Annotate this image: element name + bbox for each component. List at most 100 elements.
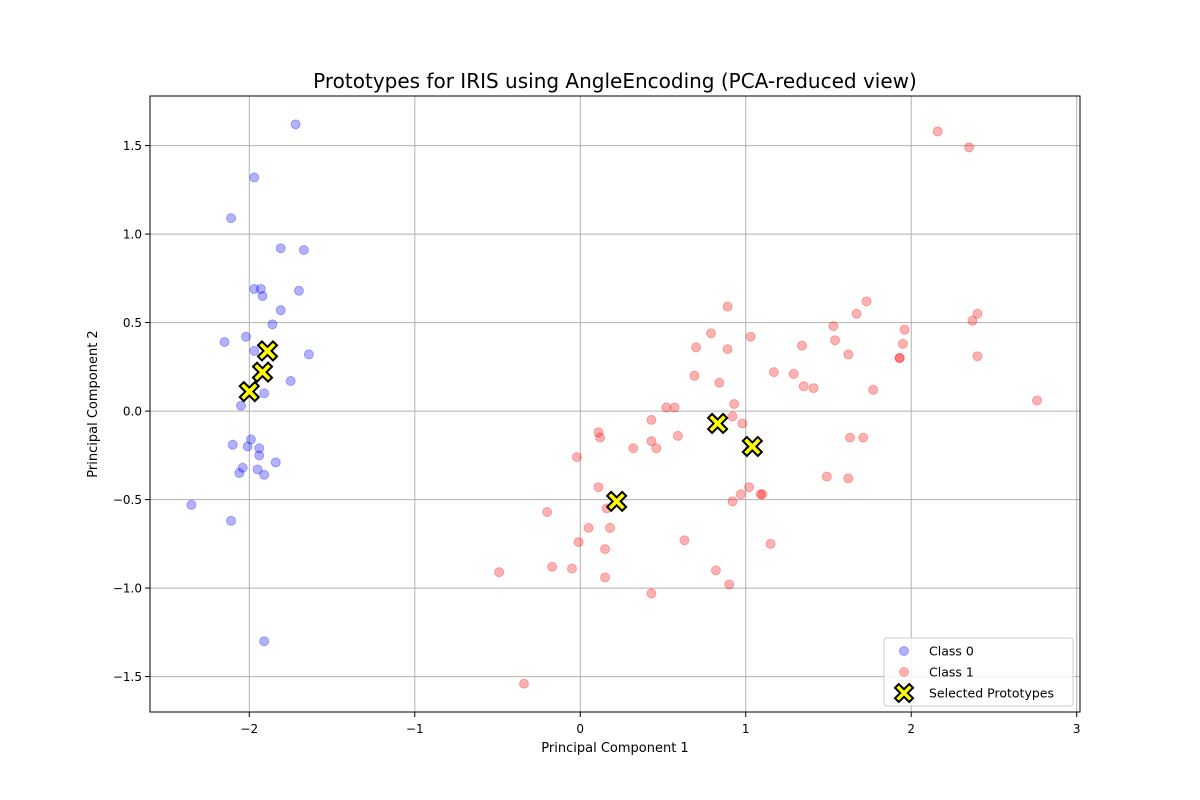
data-point [843, 473, 854, 484]
data-point [808, 383, 819, 394]
data-point [303, 349, 314, 360]
data-point [605, 522, 616, 533]
data-point [259, 469, 270, 480]
y-tick-label: 1.0 [123, 228, 142, 242]
x-tick-label: −2 [240, 722, 258, 736]
data-point [226, 213, 237, 224]
data-point [227, 439, 238, 450]
x-axis-label: Principal Component 1 [541, 741, 688, 756]
data-point [494, 567, 505, 578]
data-point [234, 468, 245, 479]
data-point [285, 375, 296, 386]
data-point [972, 308, 983, 319]
x-tick-label: −1 [406, 722, 424, 736]
data-point [964, 142, 975, 153]
data-point [932, 126, 943, 137]
series-2 [238, 339, 764, 513]
data-point [542, 506, 553, 517]
data-point [858, 432, 869, 443]
data-point [646, 436, 657, 447]
data-point [729, 399, 740, 409]
data-point [240, 331, 251, 342]
legend: Class 0 Class 1 Selected Prototypes [883, 637, 1074, 707]
x-tick-label: 3 [1073, 722, 1081, 736]
data-point [254, 450, 265, 461]
data-point [724, 579, 735, 590]
data-point [705, 328, 716, 339]
data-point [972, 351, 983, 362]
data-point [547, 561, 558, 572]
series-0 [186, 119, 314, 647]
data-point [744, 482, 755, 493]
data-point [219, 337, 230, 348]
chart-title: Prototypes for IRIS using AngleEncoding … [313, 69, 917, 93]
data-point [788, 368, 799, 379]
data-point [600, 572, 611, 583]
data-point [798, 381, 809, 392]
data-point [237, 462, 248, 473]
data-point [796, 340, 807, 351]
legend-label: Selected Prototypes [929, 686, 1054, 701]
data-point [737, 418, 748, 429]
x-tick-label: 1 [742, 722, 750, 736]
data-point [257, 291, 268, 302]
data-point [745, 331, 756, 342]
legend-marker [899, 667, 909, 677]
legend-entries: Class 0 Class 1 Selected Prototypes [893, 644, 1054, 704]
data-point [267, 319, 278, 330]
data-point [571, 452, 582, 463]
x-tick-label: 2 [907, 722, 915, 736]
axes-frame [149, 95, 1081, 713]
legend-marker [899, 646, 909, 656]
data-point [628, 443, 639, 454]
data-point [593, 482, 604, 493]
data-point [661, 402, 672, 413]
data-point [518, 678, 529, 689]
data-point [254, 443, 265, 454]
points-layer [186, 119, 1042, 689]
data-point [967, 315, 978, 326]
data-point [595, 432, 606, 443]
plot-area [149, 95, 1081, 713]
data-point [897, 338, 908, 349]
data-point [270, 457, 281, 468]
data-point [757, 489, 768, 500]
data-point [899, 324, 910, 335]
y-tick-label: −1.0 [113, 582, 142, 596]
data-point [755, 489, 766, 500]
legend-label: Class 1 [929, 665, 974, 680]
data-point [290, 119, 301, 130]
prototype-marker [706, 412, 729, 435]
data-point [672, 430, 683, 441]
prototype-marker [251, 361, 274, 384]
data-point [894, 352, 905, 363]
data-point [245, 434, 256, 445]
data-point [186, 499, 197, 510]
data-point [861, 296, 872, 307]
data-point [646, 588, 657, 599]
data-point [646, 414, 657, 425]
data-point [735, 489, 746, 500]
y-tick-label: 0.0 [123, 405, 142, 419]
data-point [583, 522, 594, 533]
data-point [851, 308, 862, 319]
data-point [868, 384, 879, 395]
data-point [651, 443, 662, 454]
y-tick-label: −1.5 [113, 670, 142, 684]
data-point [593, 427, 604, 438]
data-point [236, 400, 247, 411]
data-point [765, 538, 776, 549]
data-point [255, 283, 266, 294]
y-tick-label: 0.5 [123, 316, 142, 330]
data-point [722, 301, 733, 312]
data-point [768, 367, 779, 378]
x-axis-ticks: −2 −1 0 1 2 3 [240, 712, 1081, 736]
data-point [259, 636, 270, 647]
y-tick-label: −0.5 [113, 493, 142, 507]
legend-label: Class 0 [929, 644, 974, 659]
data-point [722, 344, 733, 355]
data-point [298, 245, 309, 255]
y-axis-label: Principal Component 2 [86, 330, 101, 477]
grid-layer [150, 96, 1080, 712]
data-point [691, 342, 702, 353]
